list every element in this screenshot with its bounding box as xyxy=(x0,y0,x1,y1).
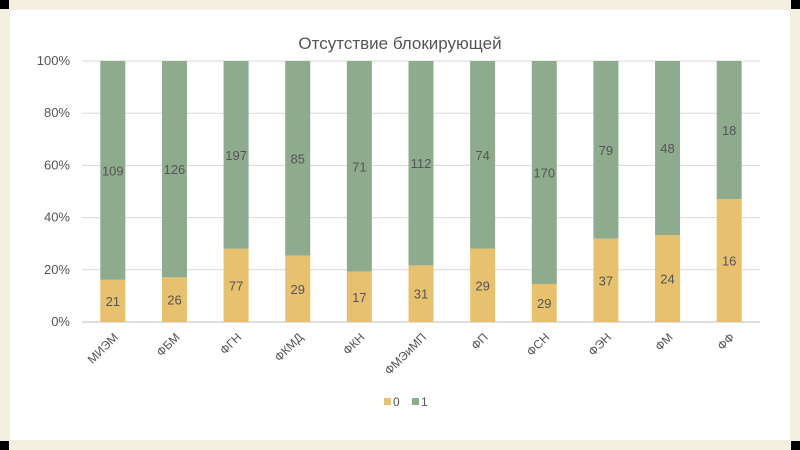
bar-series-0 xyxy=(716,199,742,322)
corner-bottom-left xyxy=(0,441,9,450)
corner-top-right xyxy=(791,0,800,9)
bar-series-0 xyxy=(408,265,434,322)
data-label-series-1: 18 xyxy=(722,123,736,138)
legend-swatch xyxy=(384,398,391,405)
x-tick-label: ФКМД xyxy=(272,330,306,364)
bar-series-0 xyxy=(531,283,557,322)
data-label-series-0: 31 xyxy=(414,287,428,302)
y-tick-label: 80% xyxy=(44,105,70,120)
bars xyxy=(100,61,742,322)
x-tick-label: ФМ xyxy=(652,330,675,353)
x-tick-label: ФБМ xyxy=(154,330,183,359)
x-tick-label: ФСН xyxy=(524,330,553,359)
data-label-series-1: 126 xyxy=(164,162,186,177)
y-axis: 0% 20% 40% 60% 80% 100% xyxy=(37,53,71,329)
bar-series-1 xyxy=(223,61,249,249)
x-tick-label: ФМЭиМП xyxy=(382,330,429,377)
bar-series-0 xyxy=(100,279,126,322)
y-tick-label: 100% xyxy=(37,53,71,68)
bar-series-0 xyxy=(161,277,187,322)
data-labels: 21 109 26 126 77 197 29 85 17 71 31 112 29 74 29 170 37 7… xyxy=(102,123,736,311)
x-tick-label: ФП xyxy=(468,330,490,352)
chart-title: Отсутствие блокирующей xyxy=(298,34,501,53)
x-tick-label: ФФ xyxy=(714,330,737,353)
data-label-series-0: 77 xyxy=(229,278,243,293)
bar-series-1 xyxy=(593,61,619,239)
data-label-series-0: 17 xyxy=(352,290,366,305)
data-label-series-1: 71 xyxy=(352,159,366,174)
y-tick-label: 40% xyxy=(44,210,70,225)
corner-bottom-right xyxy=(791,441,800,450)
data-label-series-1: 74 xyxy=(475,148,489,163)
data-label-series-0: 29 xyxy=(475,278,489,293)
data-label-series-0: 24 xyxy=(660,272,674,287)
bar-series-0 xyxy=(593,238,619,322)
y-tick-label: 60% xyxy=(44,157,70,172)
legend-label: 0 xyxy=(393,395,400,409)
data-label-series-0: 16 xyxy=(722,254,736,269)
y-tick-label: 20% xyxy=(44,262,70,277)
bar-series-1 xyxy=(655,61,681,235)
legend-swatch xyxy=(412,398,419,405)
data-label-series-1: 197 xyxy=(225,148,247,163)
bar-series-0 xyxy=(470,248,496,322)
bar-series-0 xyxy=(223,248,249,322)
corner-top-left xyxy=(0,0,9,9)
bar-series-0 xyxy=(285,255,311,322)
bar-series-0 xyxy=(655,235,681,322)
bar-series-1 xyxy=(408,61,434,266)
data-label-series-1: 85 xyxy=(290,151,304,166)
legend-label: 1 xyxy=(421,395,428,409)
x-axis: МИЭМ ФБМ ФГН ФКМД ФКН ФМЭиМП ФП ФСН ФЭН ФМ ФФ xyxy=(85,330,738,377)
bar-series-1 xyxy=(716,61,742,200)
data-label-series-0: 29 xyxy=(537,296,551,311)
data-label-series-1: 79 xyxy=(599,143,613,158)
data-label-series-0: 29 xyxy=(290,282,304,297)
data-label-series-1: 112 xyxy=(411,156,432,171)
x-tick-label: ФЭН xyxy=(585,330,614,359)
bar-series-1 xyxy=(161,61,187,278)
x-tick-label: МИЭМ xyxy=(85,330,121,366)
y-tick-label: 0% xyxy=(51,314,70,329)
bar-series-1 xyxy=(531,61,557,284)
bar-series-1 xyxy=(470,61,496,249)
bar-series-0 xyxy=(346,271,372,322)
data-label-series-0: 37 xyxy=(599,273,613,288)
bar-series-1 xyxy=(346,61,372,272)
data-label-series-0: 21 xyxy=(106,294,120,309)
data-label-series-1: 109 xyxy=(102,163,124,178)
bar-series-1 xyxy=(100,61,126,280)
x-tick-label: ФКН xyxy=(340,330,367,357)
x-tick-label: ФГН xyxy=(217,330,244,357)
data-label-series-1: 170 xyxy=(533,165,555,180)
data-label-series-1: 48 xyxy=(660,141,674,156)
data-label-series-0: 26 xyxy=(167,293,181,308)
bar-series-1 xyxy=(285,61,311,256)
